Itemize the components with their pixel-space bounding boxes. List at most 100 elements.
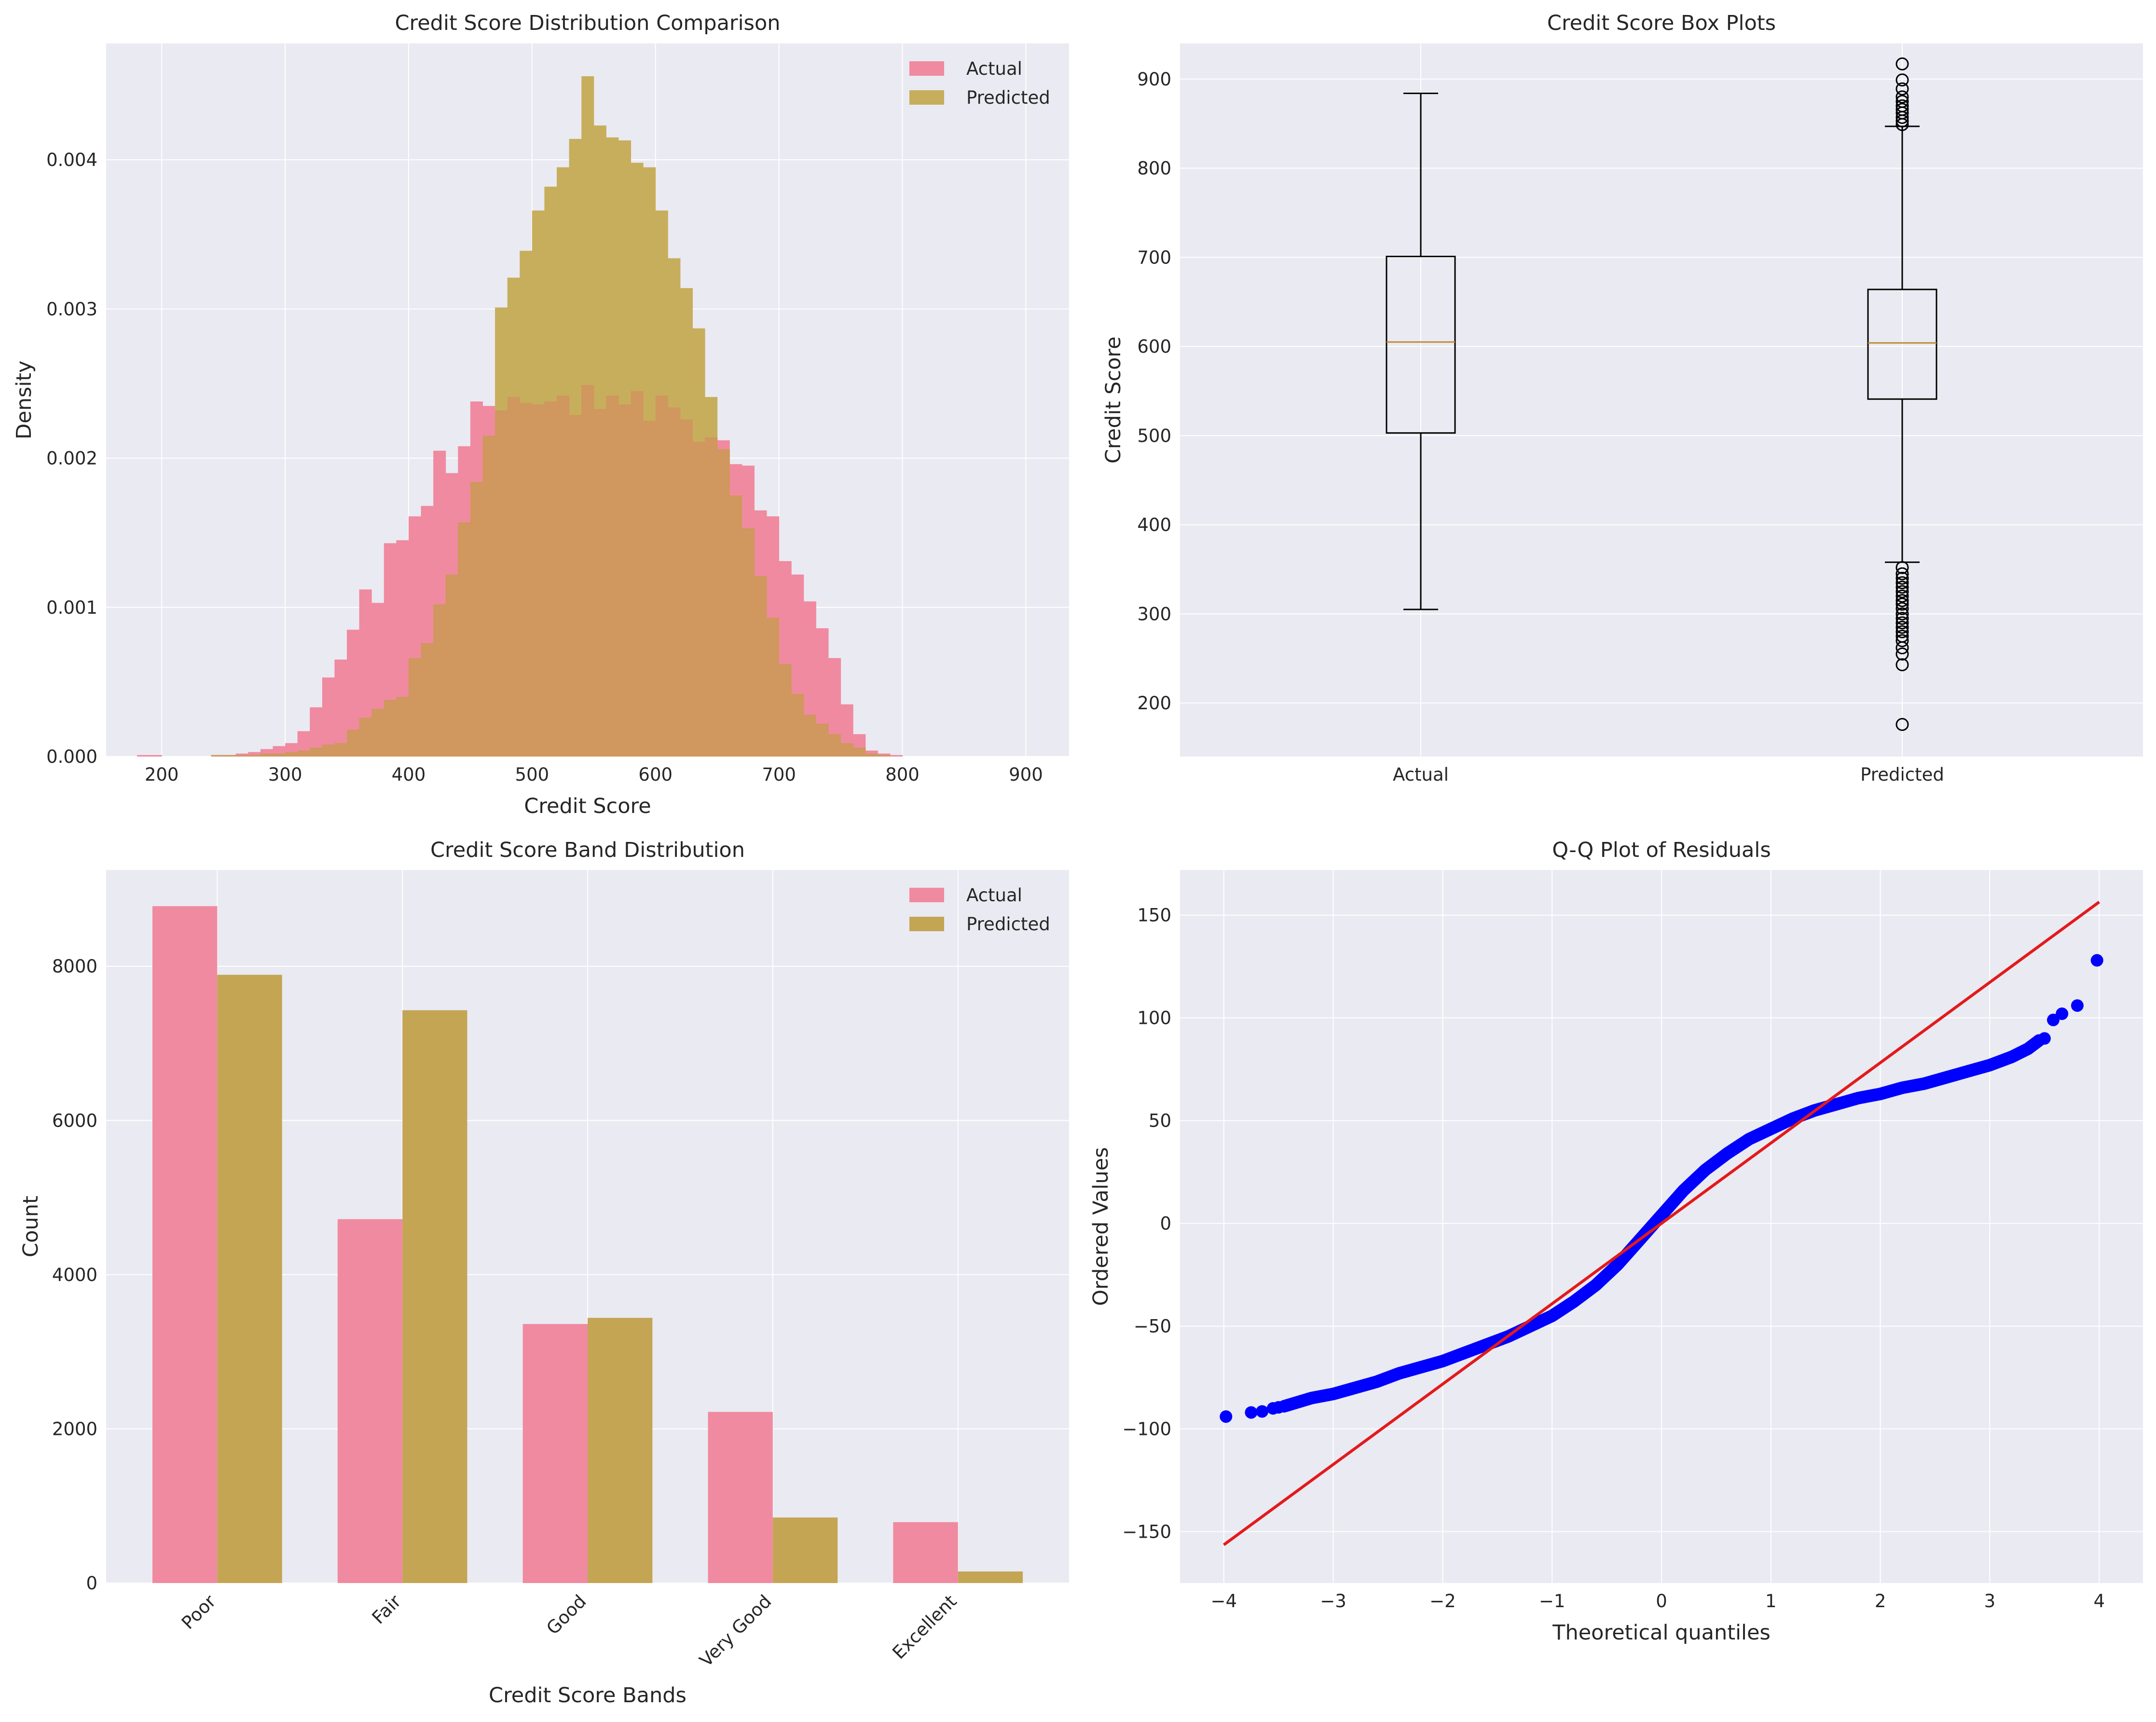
overlap-hist-bar [840,743,853,757]
qq-x-axis-label: Theoretical quantiles [1552,1621,1771,1645]
legend-label-predicted: Predicted [966,87,1050,108]
y-tick-label: 8000 [52,956,97,977]
qq-point [1220,1410,1233,1423]
histogram-bars [137,76,903,757]
overlap-hist-bar [816,723,829,757]
overlap-hist-bar [544,401,557,757]
outlier-point [1895,99,1909,112]
overlap-hist-bar [384,700,397,757]
predicted-bar-excellent [958,1571,1023,1583]
overlap-hist-bar [717,449,730,757]
legend-label-actual: Actual [966,58,1022,79]
outlier-point [1895,607,1909,620]
y-tick-label: 0.001 [46,597,97,618]
outlier-point [1895,567,1909,580]
overlap-hist-bar [359,717,372,757]
actual-hist-bar [322,677,335,757]
band-bar-panel: Poor Fair Good Very Good Excellent 0 2000 4000… [19,838,1069,1708]
outlier-point [1895,612,1909,625]
x-tick-label: 600 [638,764,673,785]
outlier-point [1895,616,1909,630]
y-tick-label: 100 [1137,1008,1171,1029]
x-tick-label: 2 [1875,1591,1886,1612]
legend-swatch-actual [909,61,944,76]
outlier-point [1895,73,1909,87]
qq-points [1220,954,2103,1423]
qq-point [2056,1007,2069,1020]
x-tick-label: −2 [1429,1591,1456,1612]
outlier-point [1895,658,1909,672]
qq-sample-quantiles [1277,1034,2046,1413]
x-tick-label: Actual [1393,764,1449,785]
qq-point [1256,1405,1269,1418]
y-tick-label: 700 [1137,247,1171,268]
x-tick-label: −4 [1210,1591,1237,1612]
boxplot-title: Credit Score Box Plots [1547,11,1776,35]
x-tick-label: 400 [392,764,426,785]
y-tick-label: 0.004 [46,150,97,170]
qq-point [1245,1406,1258,1419]
actual-hist-bar [149,755,162,757]
x-tick-label: 1 [1765,1591,1777,1612]
overlap-hist-bar [631,391,644,757]
histogram-title: Credit Score Distribution Comparison [395,11,780,35]
overlap-hist-bar [853,747,866,757]
overlap-hist-bar [433,604,446,757]
iqr-box [1867,289,1937,400]
qq-point [2038,1032,2051,1045]
predicted-bar-good [588,1318,653,1583]
outlier-point [1895,82,1909,96]
y-tick-label: −150 [1122,1522,1171,1543]
overlap-hist-bar [273,753,286,757]
boxplot-boxes [1386,57,1937,731]
overlap-hist-bar [754,576,767,757]
overlap-hist-bar [692,441,705,757]
overlap-hist-bar [470,482,483,757]
outlier-point [1895,594,1909,607]
predicted-bar-very-good [772,1517,838,1583]
qq-grid [1180,870,2143,1583]
histogram-y-ticks: 0.000 0.001 0.002 0.003 0.004 [46,150,97,767]
overlap-hist-bar [779,664,792,757]
overlap-hist-bar [655,395,668,757]
x-tick-label: −3 [1320,1591,1346,1612]
overlap-hist-bar [593,409,606,757]
outlier-point [1895,597,1909,611]
y-tick-label: 6000 [52,1110,97,1131]
band-bar-y-ticks: 0 2000 4000 6000 8000 [52,956,97,1594]
actual-hist-bar [137,755,150,757]
band-bar-title: Credit Score Band Distribution [430,838,745,862]
x-tick-label: −1 [1539,1591,1566,1612]
histogram-x-ticks: 200 300 400 500 600 700 800 900 [145,764,1043,785]
actual-hist-bar [334,660,347,757]
actual-bar-very-good [708,1412,773,1583]
qq-reference-line-group [1222,901,2101,1546]
y-tick-label: 50 [1149,1111,1171,1131]
y-tick-label: 0.002 [46,448,97,469]
y-tick-label: 0 [86,1573,97,1594]
outlier-point [1895,90,1909,104]
band-bar-bars [152,906,1023,1583]
overlap-hist-bar [767,618,780,757]
band-bar-y-axis-label: Count [19,1196,43,1257]
overlap-hist-bar [742,528,755,757]
overlap-hist-bar [396,697,409,757]
overlap-hist-bar [322,744,335,757]
y-tick-label: −100 [1122,1419,1171,1440]
overlap-hist-bar [828,734,841,757]
overlap-hist-bar [803,715,816,757]
y-tick-label: 200 [1137,693,1171,714]
overlap-hist-bar [618,404,632,757]
y-tick-label: 500 [1137,426,1171,446]
box-predicted [1867,57,1937,731]
qq-x-ticks: −4 −3 −2 −1 0 1 2 3 4 [1210,1591,2105,1612]
x-tick-label: 0 [1656,1591,1667,1612]
qq-y-ticks: −150 −100 −50 0 50 100 150 [1122,905,1171,1543]
overlap-hist-bar [520,403,533,757]
x-tick-label: 500 [515,764,549,785]
legend-swatch-predicted [909,917,944,931]
x-tick-label: Excellent [888,1591,961,1663]
actual-bar-good [522,1324,588,1583]
outlier-point [1895,580,1909,594]
y-tick-label: 300 [1137,604,1171,624]
